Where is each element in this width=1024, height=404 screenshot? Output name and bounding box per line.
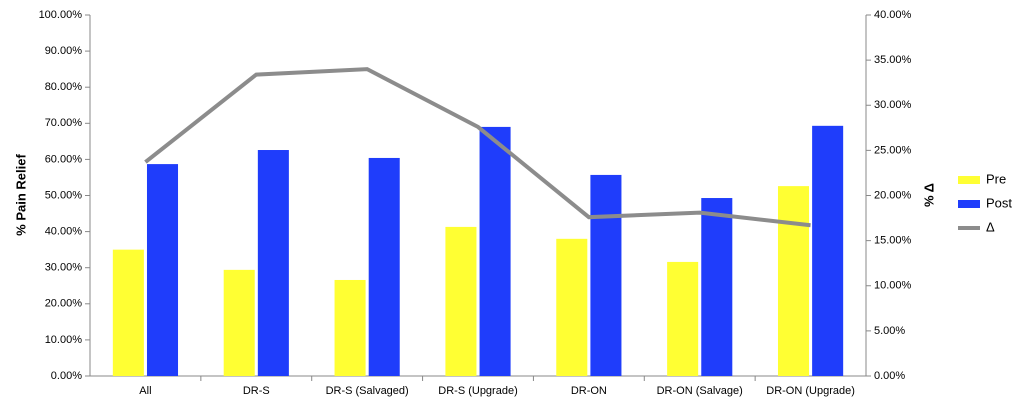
y-tick-label: 60.00% [45,153,83,165]
legend-label: Post [986,195,1012,210]
bar [445,226,477,376]
bar [556,238,588,376]
y2-tick-label: 40.00% [874,9,912,21]
bar [590,174,622,376]
y2-tick-label: 5.00% [874,325,905,337]
legend-label: Pre [986,171,1006,186]
y-tick-label: 0.00% [51,370,82,382]
y-axis-title: % Pain Relief [13,154,28,236]
y2-tick-label: 15.00% [874,235,912,247]
y2-tick-label: 20.00% [874,189,912,201]
x-tick-label: DR-ON [571,385,607,397]
y2-tick-label: 10.00% [874,280,912,292]
x-tick-label: All [139,385,151,397]
y-tick-label: 90.00% [45,45,83,57]
bar [368,157,400,376]
bar [812,125,844,377]
legend-swatch [958,200,980,208]
line [144,67,811,228]
bar [334,279,366,376]
x-tick-label: DR-S (Upgrade) [438,385,517,397]
bar [701,198,733,376]
x-tick-label: DR-ON (Upgrade) [766,385,855,397]
y2-axis-title: % Δ [921,183,936,207]
y2-tick-label: 30.00% [874,99,912,111]
bar [146,164,179,376]
y2-tick-label: 35.00% [874,54,912,66]
y-tick-label: 80.00% [45,81,83,93]
legend-label: Δ [986,219,995,234]
y2-tick-label: 25.00% [874,144,912,156]
bar [257,150,289,376]
y-tick-label: 40.00% [45,226,83,238]
bar [777,186,810,376]
y-tick-label: 50.00% [45,189,83,201]
bar [112,249,144,376]
x-tick-label: DR-S (Salvaged) [326,385,409,397]
y-tick-label: 30.00% [45,262,83,274]
y-tick-label: 10.00% [45,334,83,346]
x-tick-label: DR-ON (Salvage) [657,385,743,397]
y-tick-label: 70.00% [45,117,83,129]
bar [223,269,255,376]
bar [479,126,511,376]
bar [667,261,699,376]
y2-tick-label: 0.00% [874,370,905,382]
y-tick-label: 20.00% [45,298,83,310]
y-tick-label: 100.00% [39,9,83,21]
x-tick-label: DR-S [243,385,270,397]
legend-swatch [958,176,980,184]
